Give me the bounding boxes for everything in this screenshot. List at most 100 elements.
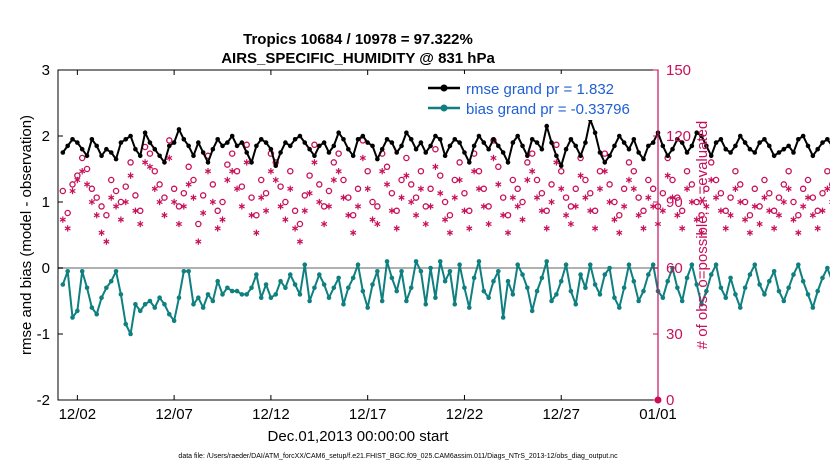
obs-possible-point xyxy=(456,159,463,166)
legend-bias-label: bias grand pr = -0.33796 xyxy=(466,101,630,118)
bias-point xyxy=(108,278,114,284)
bias-point xyxy=(447,269,453,274)
obs-evaluated-point xyxy=(558,185,565,192)
obs-evaluated-point xyxy=(200,209,207,217)
bias-point xyxy=(704,288,709,294)
obs-evaluated-point xyxy=(166,154,173,162)
obs-evaluated-point xyxy=(146,163,154,170)
rmse-point xyxy=(99,153,104,159)
obs-evaluated-point xyxy=(529,168,536,175)
obs-evaluated-point xyxy=(572,203,579,210)
rmse-point xyxy=(534,140,540,145)
obs-possible-point xyxy=(649,185,657,193)
rmse-point xyxy=(191,153,196,159)
bias-point xyxy=(128,331,133,337)
rmse-point xyxy=(578,153,583,159)
obs-evaluated-point xyxy=(775,212,783,219)
bias-point xyxy=(142,302,148,307)
rmse-point xyxy=(336,130,341,135)
obs-evaluated-point xyxy=(190,194,197,201)
obs-possible-point xyxy=(262,189,270,197)
bias-point xyxy=(670,265,675,271)
obs-evaluated-point xyxy=(519,216,526,223)
rmse-point xyxy=(820,140,825,145)
rmse-point xyxy=(481,140,487,145)
bias-point xyxy=(442,278,448,284)
obs-evaluated-point xyxy=(74,176,81,184)
x-tick-label: 12/27 xyxy=(542,406,580,423)
obs-possible-point xyxy=(228,150,236,157)
obs-possible-point xyxy=(761,176,768,184)
bias-point xyxy=(481,288,487,294)
obs-evaluated-point xyxy=(345,212,352,219)
rmse-point xyxy=(234,143,240,149)
rmse-point xyxy=(568,137,574,142)
bias-point xyxy=(346,285,351,291)
obs-possible-point xyxy=(417,167,425,175)
rmse-point xyxy=(249,160,254,165)
bias-point xyxy=(689,262,695,268)
bias-point xyxy=(665,278,670,284)
bias-point xyxy=(215,278,220,284)
bias-point xyxy=(607,265,612,271)
obs-evaluated-point xyxy=(790,216,797,223)
obs-possible-point xyxy=(257,176,265,184)
obs-possible-point xyxy=(190,176,197,184)
rmse-point xyxy=(515,133,520,139)
rmse-point xyxy=(157,153,162,159)
rmse-point xyxy=(254,143,259,149)
obs-evaluated-point xyxy=(688,198,695,206)
obs-evaluated-point xyxy=(587,207,594,214)
obs-possible-point xyxy=(669,176,676,184)
obs-possible-point xyxy=(117,198,125,206)
bias-point xyxy=(597,292,603,297)
obs-evaluated-point xyxy=(737,198,744,206)
obs-possible-point xyxy=(209,181,217,188)
obs-possible-point xyxy=(635,194,642,201)
obs-evaluated-point xyxy=(577,172,584,179)
obs-possible-point xyxy=(369,198,376,206)
rmse-point xyxy=(94,143,100,149)
rmse-point xyxy=(384,137,390,142)
obs-evaluated-point xyxy=(277,203,284,210)
obs-possible-point xyxy=(659,189,667,197)
rmse-point xyxy=(418,140,424,145)
bias-point xyxy=(162,302,167,307)
obs-possible-point xyxy=(156,181,163,188)
obs-possible-point xyxy=(461,189,468,197)
rmse-point xyxy=(771,153,777,159)
obs-evaluated-point xyxy=(756,220,763,228)
obs-possible-point xyxy=(112,187,120,195)
obs-possible-point xyxy=(538,189,546,197)
rmse-point xyxy=(728,150,733,155)
rmse-point xyxy=(65,143,70,149)
rmse-point xyxy=(258,137,264,142)
rmse-point xyxy=(108,150,114,155)
obs-evaluated-point xyxy=(761,194,768,201)
rmse-point xyxy=(316,143,322,149)
obs-possible-point xyxy=(567,203,575,210)
obs-evaluated-point xyxy=(427,203,434,210)
obs-evaluated-point xyxy=(596,185,604,192)
obs-possible-point xyxy=(364,167,371,175)
rmse-point xyxy=(346,146,351,152)
rmse-point xyxy=(365,140,370,145)
obs-evaluated-point xyxy=(93,212,100,219)
obs-evaluated-point xyxy=(214,225,221,232)
bias-point xyxy=(592,282,598,287)
obs-evaluated-point xyxy=(185,181,192,188)
rmse-point xyxy=(394,150,400,155)
bias-point xyxy=(810,305,816,310)
obs-evaluated-point xyxy=(601,168,608,175)
obs-evaluated-point xyxy=(253,229,260,236)
bias-point xyxy=(549,298,554,304)
obs-possible-point xyxy=(388,189,396,197)
obs-possible-point xyxy=(795,211,802,219)
bias-point xyxy=(515,262,520,268)
obs-possible-point xyxy=(591,207,599,215)
rmse-point xyxy=(210,146,216,152)
obs-evaluated-point xyxy=(209,198,216,206)
obs-possible-point xyxy=(248,194,255,201)
obs-evaluated-point xyxy=(485,220,492,228)
obs-evaluated-point xyxy=(224,176,231,184)
